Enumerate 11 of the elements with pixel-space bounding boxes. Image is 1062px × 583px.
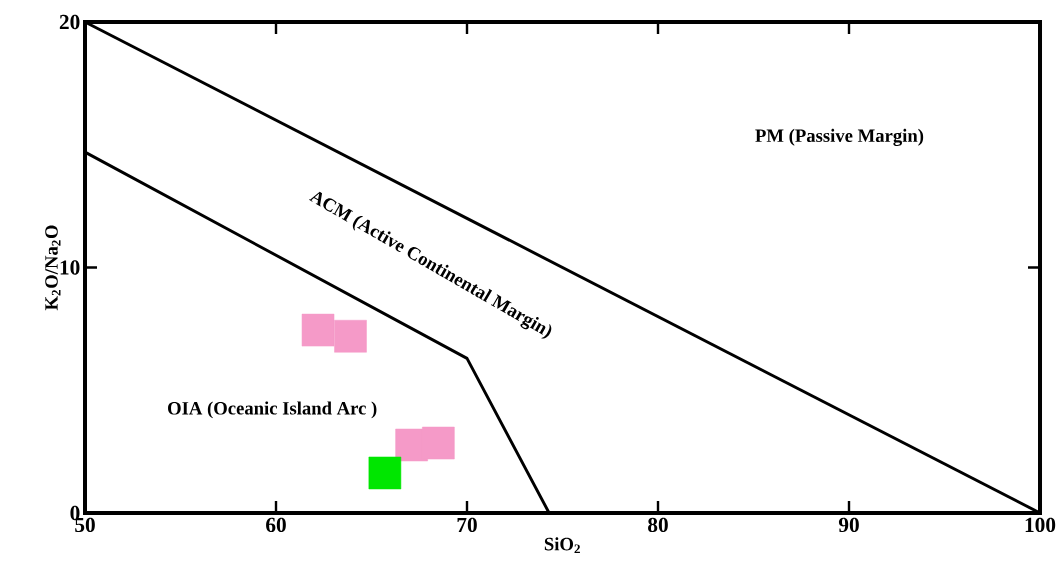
x-tick-label: 80 (648, 517, 668, 533)
annotation: OIA (Oceanic Island Arc ) (168, 401, 377, 419)
y-tick-label: 20 (59, 14, 80, 30)
y-tick-label: 10 (60, 260, 80, 275)
x-tick-label: 60 (266, 517, 286, 533)
y-axis-title: K$_{2}$O/Na$_{2}$O (45, 225, 61, 311)
x-tick-label: 90 (838, 517, 859, 533)
x-axis-title: SiO$_{2}$ (544, 537, 580, 554)
x-tick-label: 100 (1025, 517, 1056, 533)
annotation: PM (Passive Margin) (755, 128, 924, 146)
x-tick-label: 70 (457, 517, 477, 533)
